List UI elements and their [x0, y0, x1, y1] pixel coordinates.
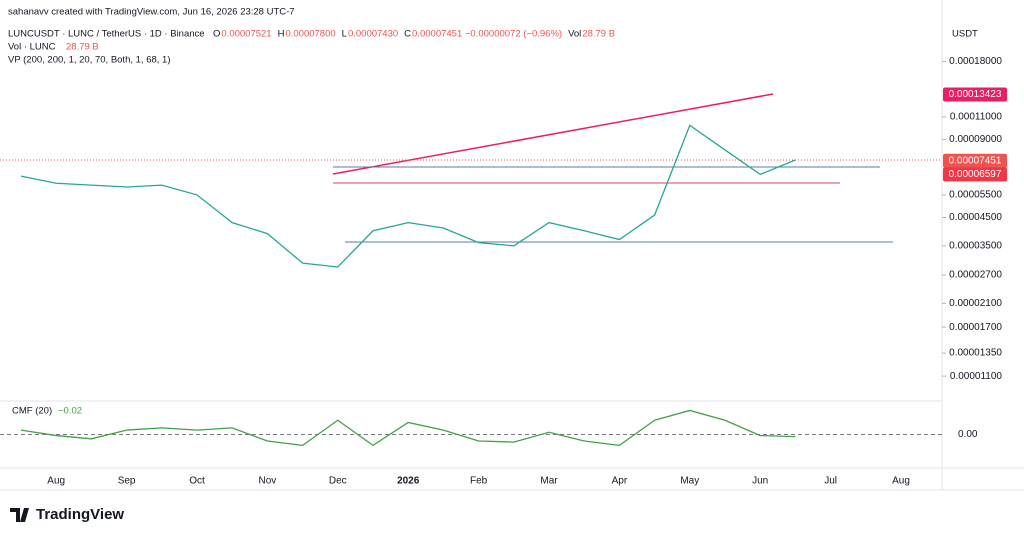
x-tick-label: Feb [470, 476, 488, 487]
x-tick-label: Nov [259, 476, 277, 487]
volume-value: 28.79 B [66, 42, 99, 53]
y-tick-label: 0.00004500 [949, 212, 1002, 223]
trend-line [332, 93, 774, 175]
y-tick-label: 0.00001700 [949, 322, 1002, 333]
x-tick-label: Jul [824, 476, 837, 487]
currency: USDT [952, 29, 978, 40]
brand: TradingView [36, 506, 124, 523]
cmf-value: −0.02 [58, 406, 82, 417]
price-line [20, 124, 796, 268]
symbol: LUNCUSDT · LUNC / TetherUS · 1D · Binanc… [8, 29, 205, 40]
credit: sahanavv created with TradingView.com, J… [8, 7, 295, 18]
price-tag-label: 0.00006597 [949, 169, 1002, 180]
price-tag-label: 0.00013423 [949, 89, 1002, 100]
x-tick-label: May [680, 476, 699, 487]
ohlc-value: 0.00007800 [285, 29, 335, 40]
y-tick-label: 0.00018000 [949, 56, 1002, 67]
cmf-legend: CMF (20) [12, 406, 52, 417]
y-tick-label: 0.00003500 [949, 240, 1002, 251]
y-tick-label: 0.00005500 [949, 190, 1002, 201]
x-tick-label: Apr [612, 476, 628, 487]
ohlc-key: Vol [568, 29, 581, 40]
price-tag [943, 87, 1007, 102]
y-tick-label: 0.00001350 [949, 348, 1002, 359]
x-tick-label: Sep [118, 476, 136, 487]
x-tick-label: Aug [47, 476, 65, 487]
ohlc-value: 0.00007521 [221, 29, 271, 40]
ohlc-key: C [404, 29, 411, 40]
price-tag [943, 153, 1007, 168]
x-tick-label: Dec [329, 476, 347, 487]
y-tick-label: 0.00002700 [949, 270, 1002, 281]
x-tick-label: Aug [892, 476, 910, 487]
y-tick-label: 0.00002100 [949, 298, 1002, 309]
x-tick-label: Oct [189, 476, 205, 487]
ohlc-key: H [278, 29, 285, 40]
ohlc-key: O [213, 29, 220, 40]
volume-legend: Vol · LUNC [8, 42, 56, 53]
price-tag-label: 0.00007451 [949, 155, 1002, 166]
ohlc-key: L [342, 29, 347, 40]
cmf-tick-label: 0.00 [958, 429, 978, 440]
ohlc-value: 0.00007451 −0.00000072 (−0.96%) [412, 29, 562, 40]
x-tick-label: 2026 [397, 476, 420, 487]
x-tick-label: Jun [752, 476, 768, 487]
ohlc-value: 0.00007430 [348, 29, 398, 40]
y-tick-label: 0.00011000 [950, 112, 1003, 123]
logo-mark [10, 508, 29, 522]
ohlc-value: 28.79 B [582, 29, 615, 40]
x-tick-label: Mar [540, 476, 558, 487]
brand-logo: TradingView [10, 506, 124, 523]
vp-legend: VP (200, 200, 1, 20, 70, Both, 1, 68, 1) [8, 55, 171, 66]
price-tag [943, 167, 1007, 182]
y-tick-label: 0.00001100 [950, 371, 1003, 382]
cmf-line [20, 409, 796, 447]
y-tick-label: 0.00009000 [949, 134, 1002, 145]
